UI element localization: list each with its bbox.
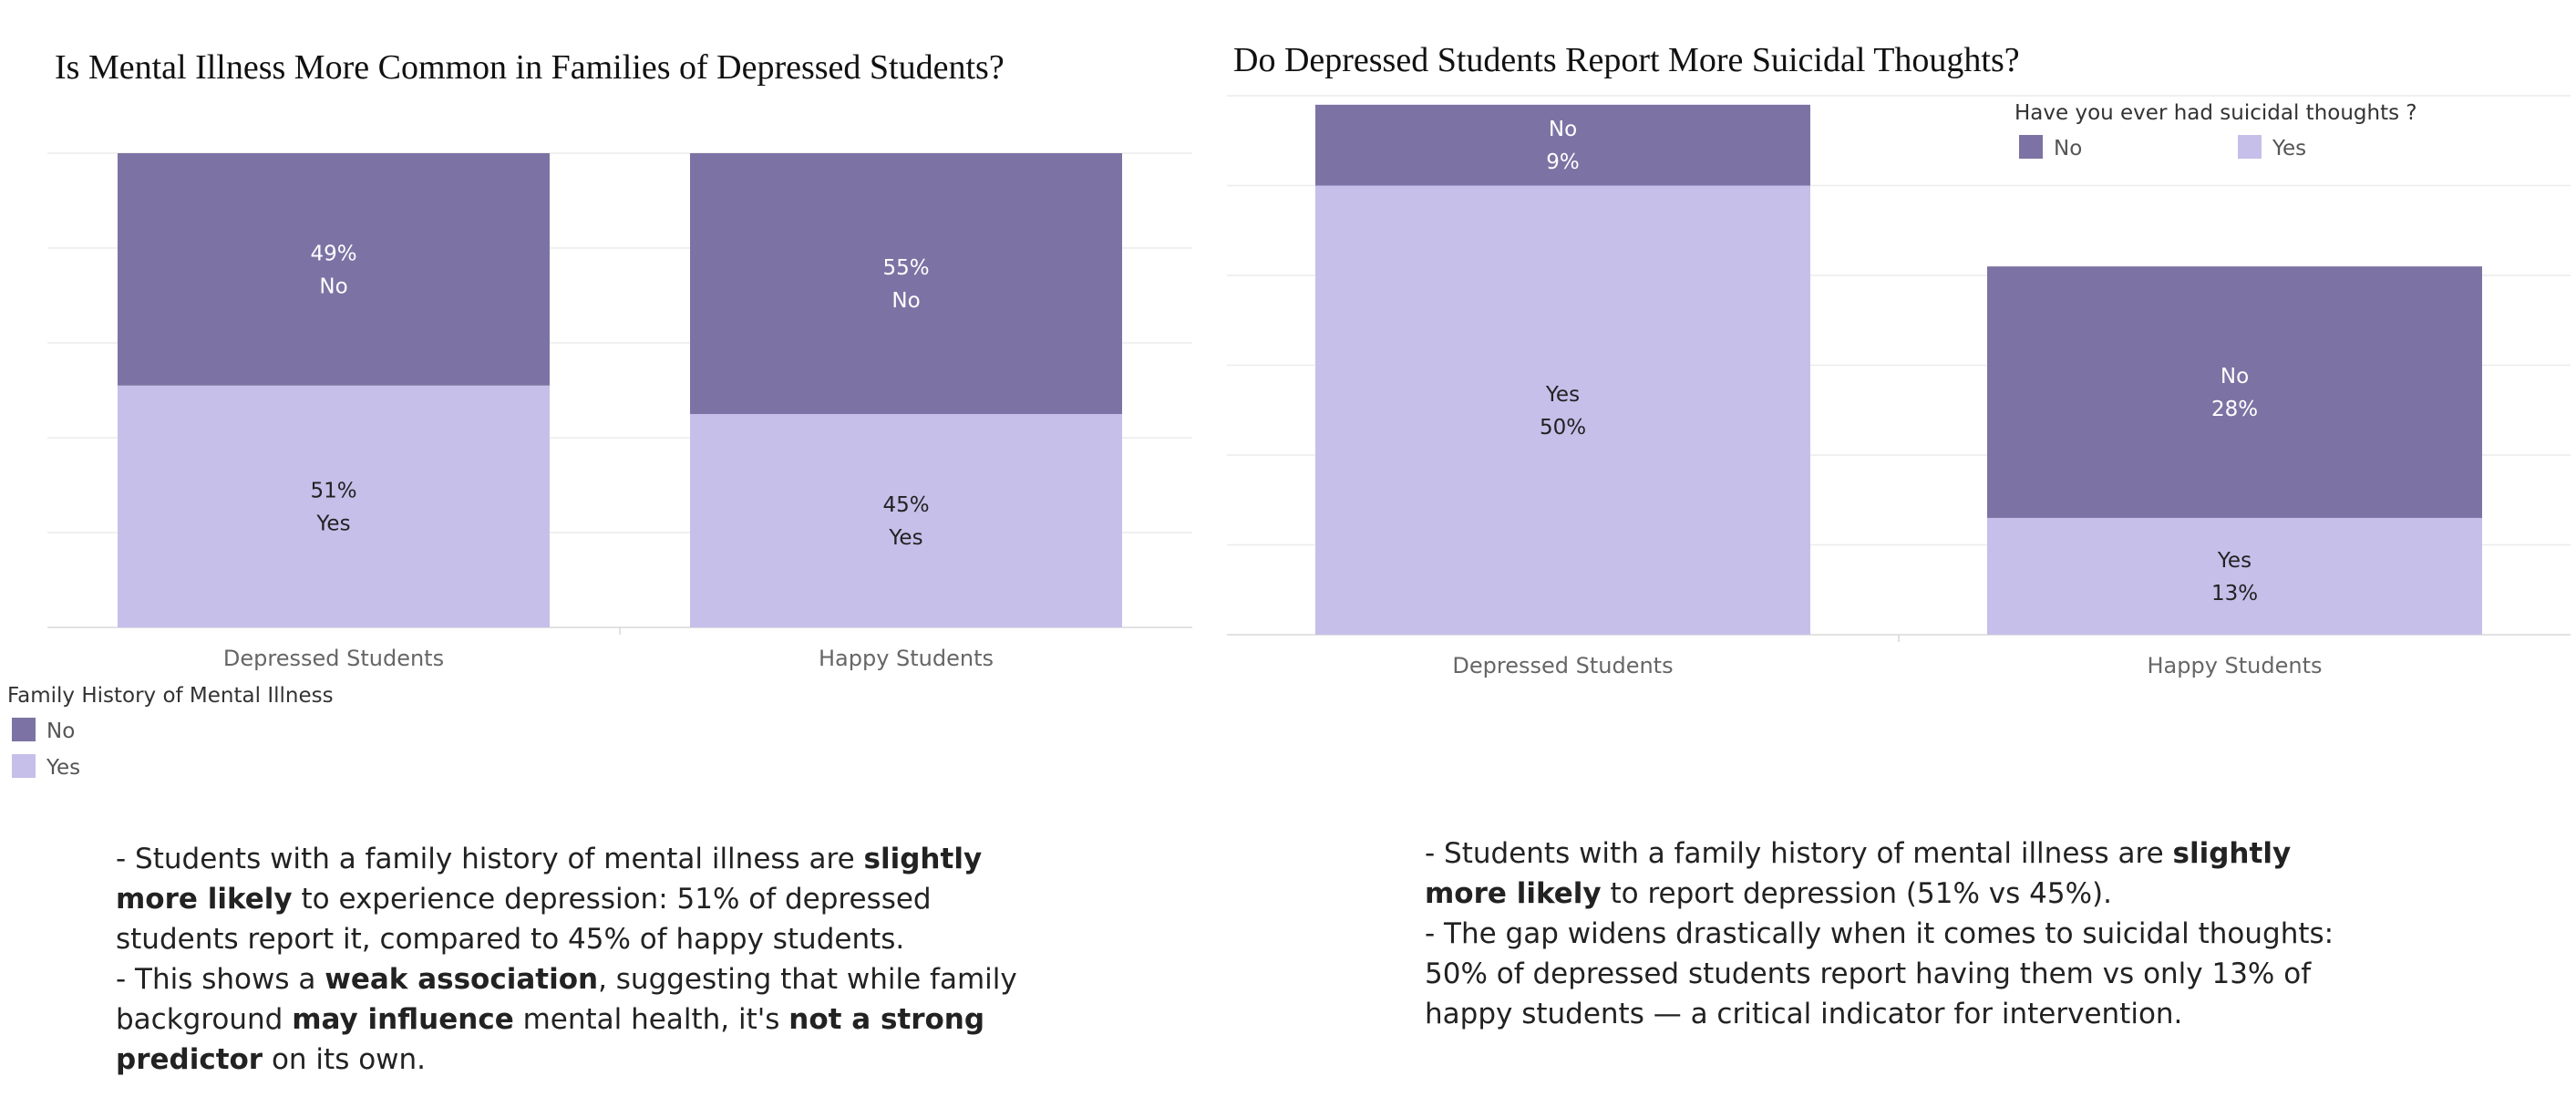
insight-emphasis: slightly more likely	[1425, 837, 2292, 910]
insight-note-1: - Students with a family history of ment…	[116, 839, 1036, 1080]
chart1-bar-yes-1	[118, 385, 550, 627]
insight-emphasis: may influence	[292, 1003, 514, 1036]
chart1-data-label: 45% Yes	[882, 493, 929, 550]
chart1-data-label: 51% Yes	[310, 479, 356, 535]
insight-text: to report depression (51% vs 45%).	[1601, 877, 2112, 910]
chart2-data-label: Yes 13%	[2211, 549, 2258, 606]
chart2-bar-no-1	[1315, 104, 1810, 186]
chart1-bar-no-1	[118, 153, 550, 386]
chart2-legend-label-yes: Yes	[2272, 137, 2306, 160]
insight-paragraph: - Students with a family history of ment…	[1425, 833, 2345, 914]
chart1-category-label: Depressed Students	[223, 646, 444, 671]
insight-emphasis: not a strong predictor	[116, 1003, 985, 1076]
insight-text: , suggesting that while family backgroun…	[116, 963, 1017, 1036]
insight-text: - This shows a	[116, 963, 325, 996]
chart1-category-label: Happy Students	[819, 646, 994, 671]
chart-1-title: Is Mental Illness More Common in Familie…	[55, 48, 1005, 87]
chart2-data-label: No 28%	[2211, 365, 2258, 421]
chart-2-title: Do Depressed Students Report More Suicid…	[1233, 41, 2020, 79]
chart2-legend-swatch-no	[2019, 135, 2043, 159]
insight-text: mental health, it's	[513, 1003, 789, 1036]
insight-emphasis: slightly more likely	[116, 843, 983, 916]
insight-text: on its own.	[263, 1043, 427, 1076]
chart1-bar-no-2	[690, 153, 1122, 414]
chart-2-suicidal-thoughts: Yes 50% No 9% Depressed Students Yes 13% No 28% H…	[1227, 95, 2571, 678]
insight-text: - The gap widens drastically when it com…	[1425, 917, 2334, 1030]
chart2-category-label: Depressed Students	[1452, 653, 1673, 678]
insight-note-2: - Students with a family history of ment…	[1425, 833, 2345, 1034]
chart2-bar-yes-1	[1315, 185, 1810, 635]
chart2-data-label: Yes 50%	[1540, 383, 1586, 440]
chart1-legend-swatch-yes	[12, 754, 36, 778]
chart1-data-label: 49% No	[310, 242, 356, 298]
insight-paragraph: - Students with a family history of ment…	[116, 839, 1036, 959]
chart2-legend-label-no: No	[2054, 137, 2082, 160]
chart1-legend-label-no: No	[46, 719, 75, 743]
chart2-legend-swatch-yes	[2238, 135, 2262, 159]
chart1-legend-title: Family History of Mental Illness	[7, 684, 334, 708]
chart1-bar-yes-2	[690, 414, 1122, 627]
chart2-bar-yes-2	[1987, 517, 2482, 635]
insight-text: - Students with a family history of ment…	[116, 843, 864, 875]
insight-text: to experience depression: 51% of depress…	[116, 883, 932, 956]
chart2-bar-no-2	[1987, 266, 2482, 518]
chart1-legend-label-yes: Yes	[46, 756, 80, 780]
chart1-legend-swatch-no	[12, 718, 36, 741]
chart2-data-label: No 9%	[1546, 118, 1580, 174]
chart-1-family-history: 51% Yes 49% No Depressed Students 45% Yes 55% No…	[7, 152, 1192, 780]
insight-emphasis: weak association	[325, 963, 599, 996]
insight-paragraph: - This shows a weak association, suggest…	[116, 959, 1036, 1080]
insight-text: - Students with a family history of ment…	[1425, 837, 2173, 870]
chart2-legend-title: Have you ever had suicidal thoughts ?	[2014, 101, 2417, 125]
insight-paragraph: - The gap widens drastically when it com…	[1425, 914, 2345, 1034]
chart1-data-label: 55% No	[882, 256, 929, 313]
chart2-category-label: Happy Students	[2147, 653, 2322, 678]
